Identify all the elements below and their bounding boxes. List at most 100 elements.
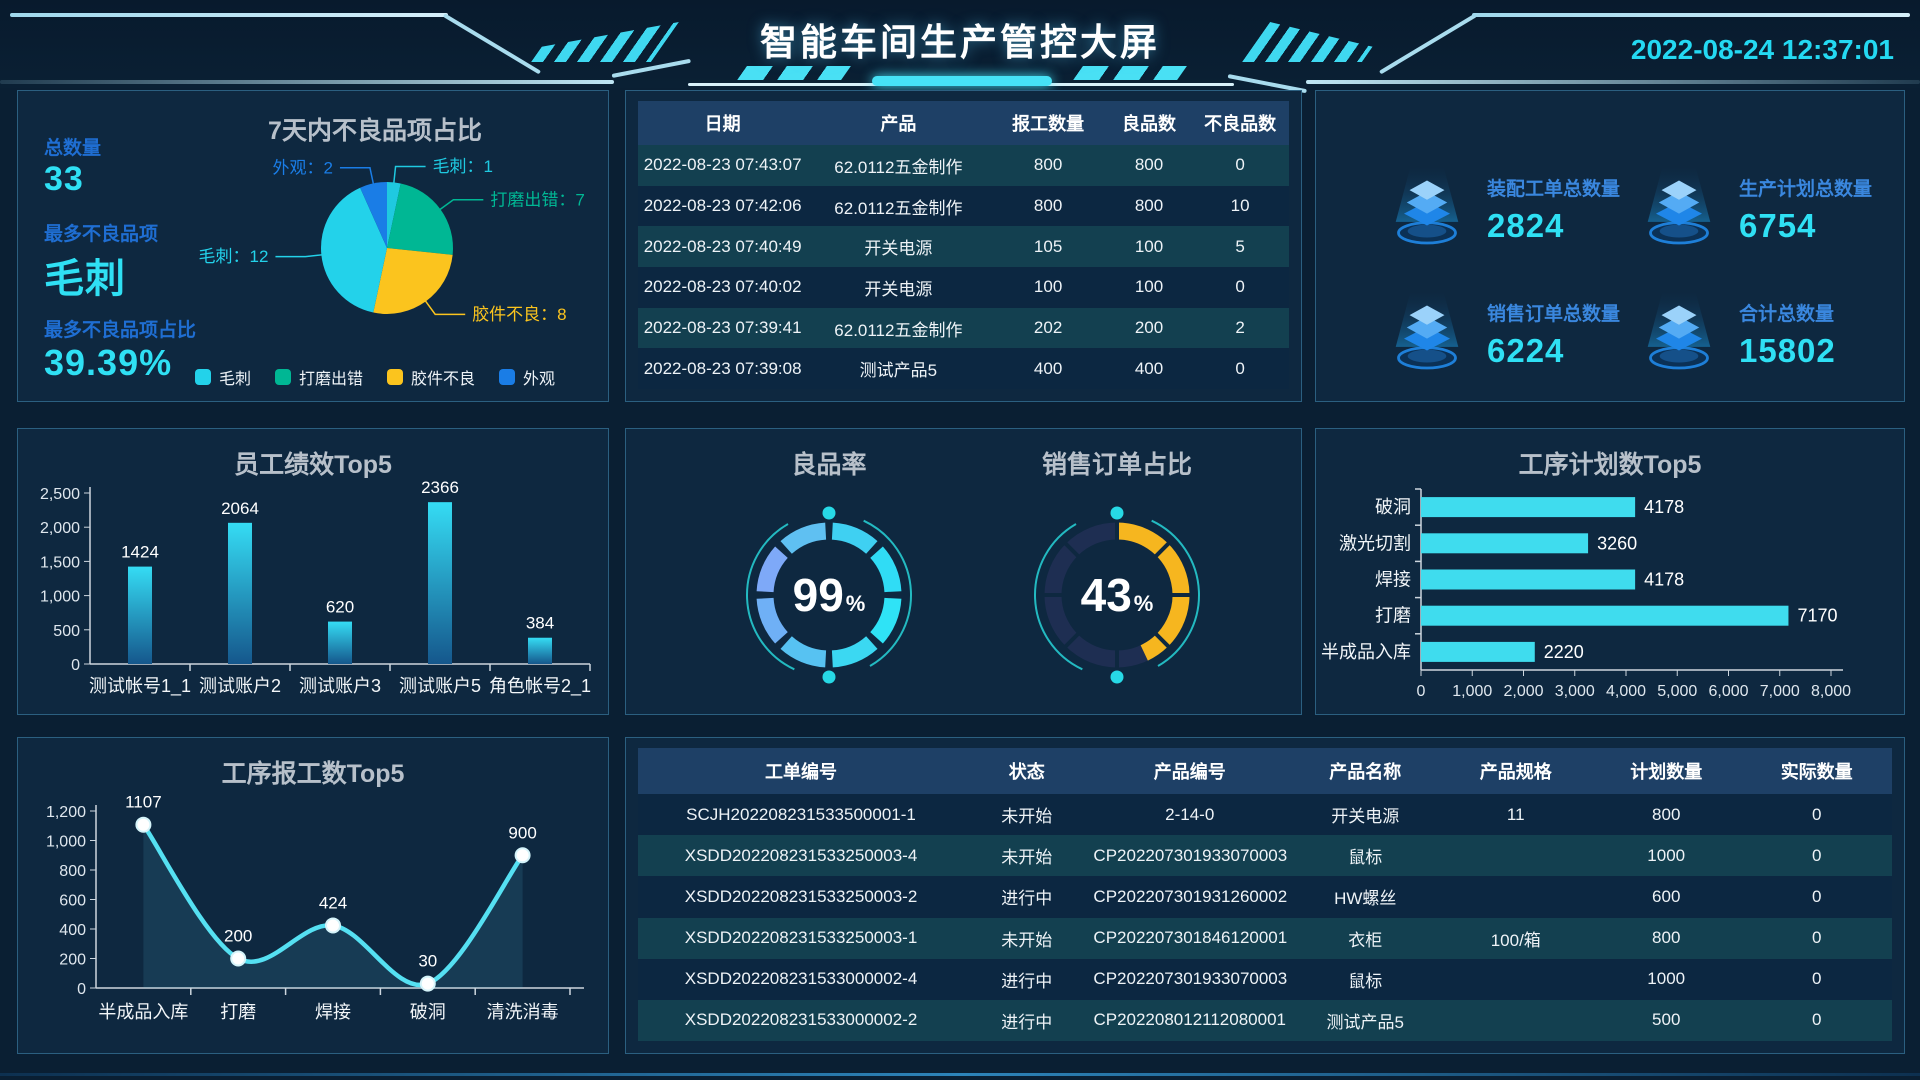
panel-title-process-report: 工序报工数Top5 — [221, 760, 405, 788]
report-table: 日期 产品 报工数量 良品数 不良品数 2022-08-23 07:43:07 62.011… — [626, 91, 1301, 401]
pie-label-line — [392, 165, 426, 185]
legend-label: 胶件不良 — [411, 371, 476, 388]
legend-swatch — [194, 369, 211, 385]
y-tick-label: 2,500 — [40, 486, 80, 503]
table-cell: 0 — [1811, 969, 1822, 989]
x-tick-label: 1,000 — [1452, 683, 1492, 700]
pie-label-line — [275, 253, 324, 258]
pie-label: 打磨出错：7 — [490, 190, 584, 209]
pie-label-line — [424, 299, 466, 316]
table-cell: 800 — [1033, 155, 1063, 175]
table-row: 2022-08-23 07:39:08 测试产品5 400 400 0 — [638, 348, 1289, 390]
gauge-dot — [1110, 670, 1124, 684]
layers-icon — [1647, 291, 1711, 370]
process-report-line-chart: 0 200 400 600 800 1,000 1,200 半成品入库 打磨 焊接 破洞 清洗消毒 11… — [18, 788, 608, 1053]
table-cell: 鼠标 — [1348, 848, 1383, 868]
table-header-cell: 报工数量 — [1012, 114, 1085, 134]
header-decoration — [1073, 66, 1187, 80]
table-cell: CP202207301846120001 — [1093, 928, 1288, 948]
table-cell: 5 — [1235, 236, 1245, 256]
legend-label: 外观 — [523, 371, 556, 388]
table-row: 2022-08-23 07:42:06 62.0112五金制作 800 800 10 — [638, 185, 1289, 227]
table-header-cell: 工单编号 — [765, 762, 838, 782]
table-cell: CP202207301931260002 — [1093, 886, 1288, 906]
table-cell: XSDD202208231533250003-1 — [684, 928, 918, 948]
bar-value-label: 2220 — [1544, 642, 1584, 662]
table-row: XSDD202208231533250003-2 进行中 CP20220730193… — [638, 876, 1892, 918]
gauge-value: 43% — [1081, 569, 1154, 621]
bar-value-label: 4178 — [1644, 570, 1684, 590]
x-tick-label: 6,000 — [1708, 683, 1748, 700]
header: 智能车间生产管控大屏 2022-08-24 12:37:01 — [0, 0, 1920, 94]
x-category-label: 焊接 — [315, 1002, 351, 1022]
table-cell: 0 — [1811, 845, 1822, 865]
y-tick-label: 0 — [71, 657, 80, 674]
pie-label: 胶件不良：8 — [472, 305, 566, 324]
table-row: XSDD202208231533250003-1 未开始 CP20220730184… — [638, 917, 1892, 959]
pie-slice — [387, 182, 401, 248]
order-table: 工单编号 状态 产品编号 产品名称 产品规格 计划数量 实际数量 SCJH2022082315… — [626, 738, 1904, 1053]
table-cell: 进行中 — [1001, 1012, 1053, 1032]
pie-label: 毛刺：12 — [199, 247, 269, 266]
table-cell: 1000 — [1647, 969, 1686, 989]
table-cell: 2022-08-23 07:40:02 — [643, 277, 802, 297]
point-value-label: 30 — [418, 952, 437, 971]
table-cell: 未开始 — [1001, 848, 1053, 868]
stat-card: 销售订单总数量 6224 — [1381, 288, 1633, 380]
y-category-label: 打磨 — [1375, 606, 1411, 626]
gauge-segment — [780, 522, 827, 554]
x-category-label: 清洗消毒 — [487, 1002, 559, 1022]
table-row: XSDD202208231533000002-2 进行中 CP20220801211… — [638, 999, 1892, 1042]
stat-top-defect-ratio: 最多不良品项占比 39.39% — [44, 315, 196, 384]
table-header-cell: 实际数量 — [1780, 762, 1853, 782]
employee-bar-chart: 0 500 1,000 1,500 2,000 2,500 测试帐号1_1 1424 测试账户2… — [18, 478, 608, 714]
gauge-segment — [780, 636, 827, 668]
table-header-cell: 状态 — [1008, 762, 1045, 782]
stat-cards: 装配工单总数量 2824 生产计划总数量 6754 销售订单总数量 6224 合计总数量 15… — [1316, 91, 1904, 401]
table-cell: 开关电源 — [1331, 807, 1400, 827]
legend-item: 毛刺 — [194, 365, 251, 389]
table-cell: 100 — [1033, 277, 1063, 297]
gauge-segment — [870, 546, 902, 593]
table-cell: CP202208012112080001 — [1093, 1010, 1286, 1030]
table-row: 2022-08-23 07:40:02 开关电源 100 100 0 — [638, 267, 1289, 308]
stat-card-value: 6224 — [1487, 331, 1565, 369]
x-tick-label: 3,000 — [1555, 683, 1595, 700]
table-cell: XSDD202208231533250003-2 — [684, 886, 918, 906]
legend-label: 毛刺 — [218, 371, 251, 388]
stat-value: 39.39% — [44, 342, 173, 383]
y-tick-label: 1,500 — [40, 554, 80, 571]
table-header-cell: 产品规格 — [1479, 762, 1552, 782]
page-title: 智能车间生产管控大屏 — [760, 22, 1160, 63]
table-cell: 2-14-0 — [1165, 804, 1215, 824]
table-cell: 开关电源 — [864, 239, 933, 259]
stat-card-label: 装配工单总数量 — [1487, 178, 1621, 200]
pie-slice — [387, 183, 453, 255]
pie-legend: 毛刺 打磨出错 胶件不良 外观 — [158, 365, 592, 389]
bar-value-label: 384 — [526, 614, 554, 633]
table-cell: 0 — [1235, 277, 1245, 297]
bar — [1421, 605, 1789, 626]
legend-label: 打磨出错 — [298, 371, 363, 388]
header-decoration — [1472, 13, 1910, 17]
legend-item: 胶件不良 — [387, 365, 475, 389]
table-header-cell: 产品编号 — [1153, 762, 1226, 782]
stat-card-text: 销售订单总数量 6224 — [1487, 299, 1620, 370]
data-point — [325, 917, 341, 934]
x-category-label: 破洞 — [410, 1002, 446, 1022]
panel-report-table: 日期 产品 报工数量 良品数 不良品数 2022-08-23 07:43:07 62.011… — [625, 90, 1302, 402]
table-cell: 200 — [1134, 318, 1164, 338]
header-decoration — [10, 13, 448, 17]
table-cell: 0 — [1811, 804, 1822, 824]
table-cell: 100 — [1134, 236, 1164, 256]
bar — [428, 502, 452, 664]
table-cell: 0 — [1235, 155, 1245, 175]
bar — [1421, 533, 1589, 554]
table-header-cell: 产品 — [880, 114, 917, 134]
table-cell: 62.0112五金制作 — [834, 157, 963, 177]
point-value-label: 424 — [319, 893, 347, 912]
table-cell: 400 — [1033, 358, 1063, 378]
table-cell: 0 — [1811, 1010, 1822, 1030]
gauge-title: 销售订单占比 — [1042, 450, 1192, 479]
